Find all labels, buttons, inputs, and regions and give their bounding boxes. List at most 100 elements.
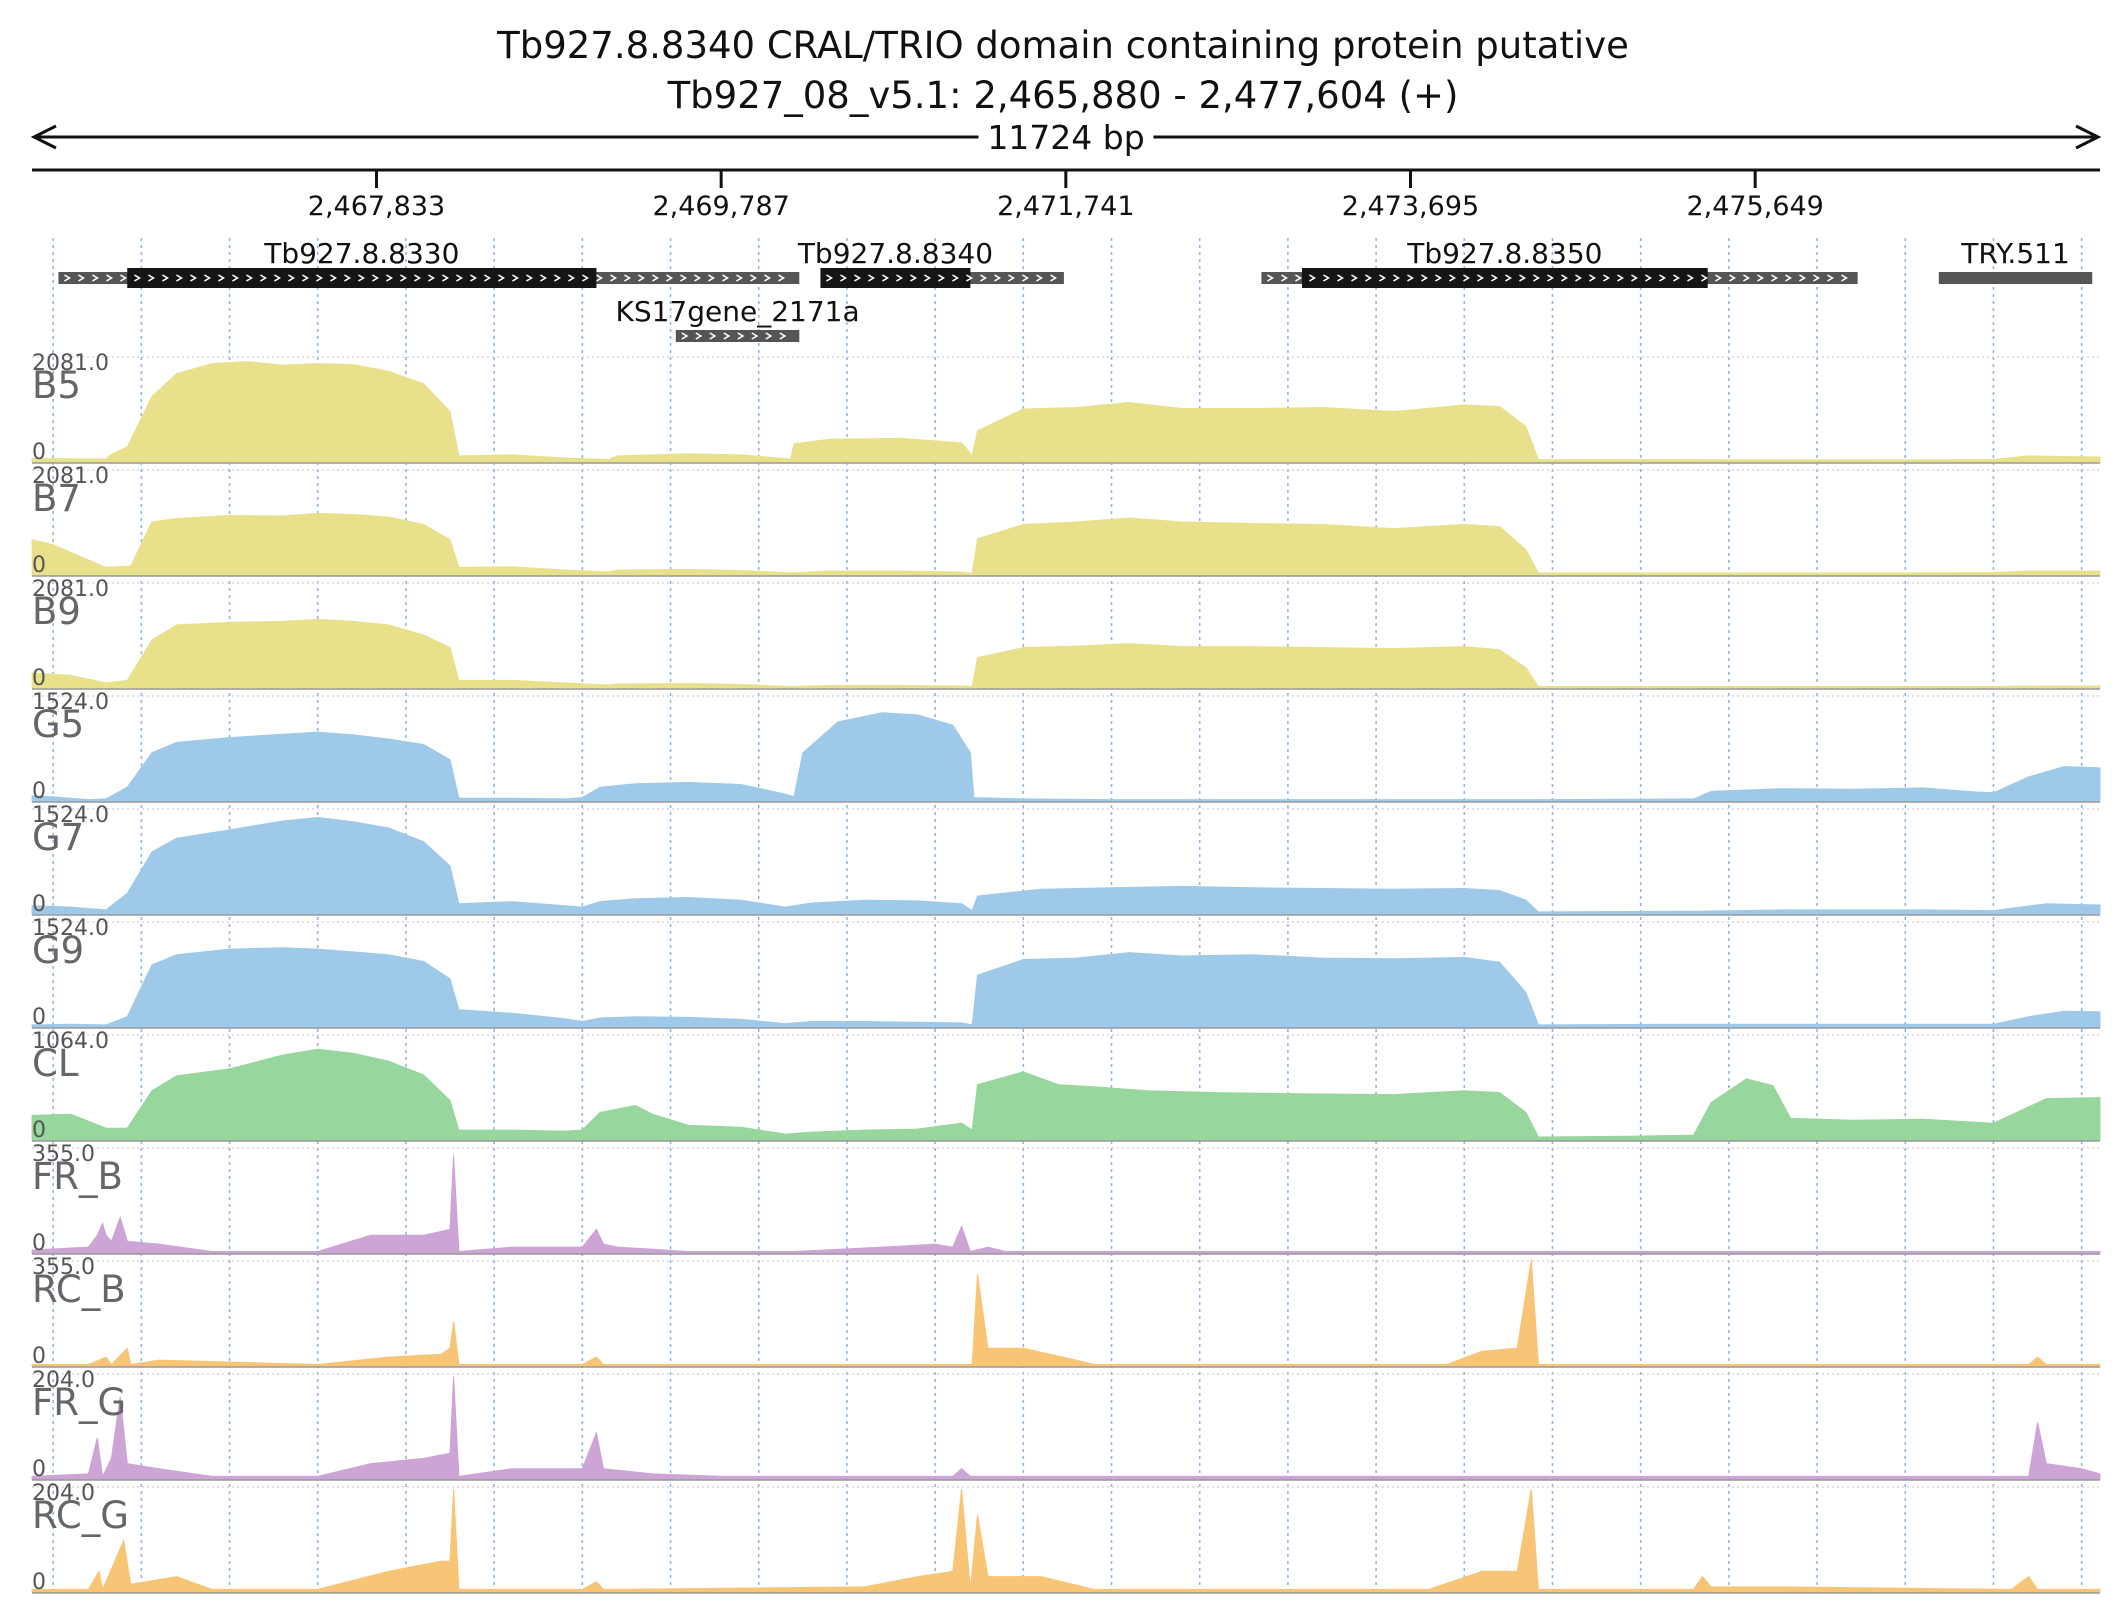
strand-arrow	[722, 274, 730, 282]
strand-arrow	[652, 274, 660, 282]
strand-arrow	[910, 274, 918, 282]
track-zero-label: 0	[32, 1118, 46, 1143]
track-zero-label: 0	[32, 779, 46, 804]
coverage-area	[31, 816, 2101, 915]
strand-arrow	[854, 274, 862, 282]
gene-label: KS17gene_2171a	[615, 295, 859, 328]
strand-arrow	[1561, 274, 1568, 282]
track-ymax-label: 1524.0	[32, 690, 109, 715]
track-ymax-label: 2081.0	[32, 464, 109, 489]
gene-utr-bar	[1938, 272, 2093, 284]
track-name-label: FR_B	[32, 1155, 123, 1198]
strand-arrow	[1743, 274, 1750, 282]
strand-arrow	[358, 274, 366, 282]
strand-arrow	[232, 274, 240, 282]
span-indicator: 11724 bp	[30, 118, 2102, 157]
strand-arrow	[400, 274, 408, 282]
gene-cds-bar	[1302, 268, 1708, 288]
coverage-area	[31, 712, 2101, 802]
strand-arrow	[1365, 274, 1372, 282]
strand-arrow	[260, 274, 268, 282]
track-ymax-label: 204.0	[32, 1368, 95, 1393]
chart-title: Tb927.8.8340 CRAL/TRIO domain containing…	[496, 24, 1629, 67]
strand-arrow	[1036, 274, 1044, 282]
strand-arrow	[638, 274, 646, 282]
track-ymax-label: 355.0	[32, 1142, 95, 1167]
strand-arrow	[980, 274, 988, 282]
strand-arrow	[624, 274, 632, 282]
strand-arrow	[414, 274, 422, 282]
strand-arrow	[470, 274, 478, 282]
strand-arrow	[1477, 274, 1484, 282]
track-name-label: B7	[32, 477, 81, 520]
coverage-track: 1524.0G9 0	[31, 916, 2101, 1030]
strand-arrow	[1022, 274, 1030, 282]
gene-feature: TRY.511	[1938, 237, 2093, 284]
strand-arrow	[1631, 274, 1638, 282]
strand-arrow	[1337, 274, 1344, 282]
strand-arrow	[708, 274, 716, 282]
strand-arrow	[120, 274, 128, 282]
strand-arrow	[1407, 274, 1414, 282]
track-zero-label: 0	[32, 553, 46, 578]
strand-arrow	[938, 274, 946, 282]
track-name-label: CL	[32, 1042, 79, 1085]
track-ymax-label: 1064.0	[32, 1029, 109, 1054]
strand-arrow	[218, 274, 226, 282]
strand-arrow	[1351, 274, 1358, 282]
strand-arrow	[316, 274, 324, 282]
strand-arrow	[582, 274, 590, 282]
strand-arrow	[751, 332, 759, 340]
track-ymax-label: 1524.0	[32, 916, 109, 941]
strand-arrow	[994, 274, 1002, 282]
gene-utr-bar	[675, 330, 800, 342]
gene-cds-bar	[127, 268, 597, 288]
strand-arrow	[64, 274, 72, 282]
gene-feature: Tb927.8.8350	[1261, 237, 1858, 288]
strand-arrow	[1008, 274, 1016, 282]
track-zero-label: 0	[32, 666, 46, 691]
strand-arrow	[1701, 274, 1708, 282]
axis-tick-label: 2,475,649	[1686, 191, 1823, 222]
coverage-area	[31, 1048, 2101, 1141]
strand-arrow	[78, 274, 86, 282]
strand-arrow	[330, 274, 338, 282]
coverage-area	[31, 1376, 2101, 1480]
track-zero-label: 0	[32, 440, 46, 465]
strand-arrow	[344, 274, 352, 282]
strand-arrow	[737, 332, 745, 340]
track-zero-label: 0	[32, 1005, 46, 1030]
coverage-track: 1064.0CL 0	[31, 1029, 2101, 1143]
strand-arrow	[778, 274, 786, 282]
strand-arrow	[681, 332, 689, 340]
strand-arrow	[92, 274, 100, 282]
gene-feature: KS17gene_2171a	[615, 295, 860, 342]
track-ymax-label: 1524.0	[32, 803, 109, 828]
strand-arrow	[106, 274, 114, 282]
track-zero-label: 0	[32, 892, 46, 917]
strand-arrow	[386, 274, 394, 282]
coverage-track: 1524.0G5 0	[31, 690, 2101, 804]
coverage-track: 2081.0B7 0	[31, 464, 2101, 578]
strand-arrow	[1449, 274, 1456, 282]
gene-label: TRY.511	[1960, 237, 2070, 270]
strand-arrow	[1673, 274, 1680, 282]
coverage-area	[31, 947, 2101, 1028]
strand-arrow	[442, 274, 450, 282]
span-arrow-right	[2075, 124, 2102, 150]
coverage-track: 355.0RC_B 0	[31, 1255, 2101, 1369]
strand-arrow	[1785, 274, 1792, 282]
strand-arrow	[1491, 274, 1498, 282]
strand-arrow	[1435, 274, 1442, 282]
strand-arrow	[1050, 274, 1058, 282]
gene-feature: Tb927.8.8340	[797, 237, 1064, 288]
strand-arrow	[680, 274, 688, 282]
coverage-area	[31, 1259, 2101, 1367]
coverage-area	[31, 512, 2101, 576]
coverage-tracks: 2081.0B502081.0B702081.0B901524.0G501524…	[31, 351, 2101, 1595]
strand-arrow	[1659, 274, 1666, 282]
strand-arrow	[1799, 274, 1806, 282]
strand-arrow	[966, 274, 974, 282]
track-name-label: B9	[32, 590, 81, 633]
